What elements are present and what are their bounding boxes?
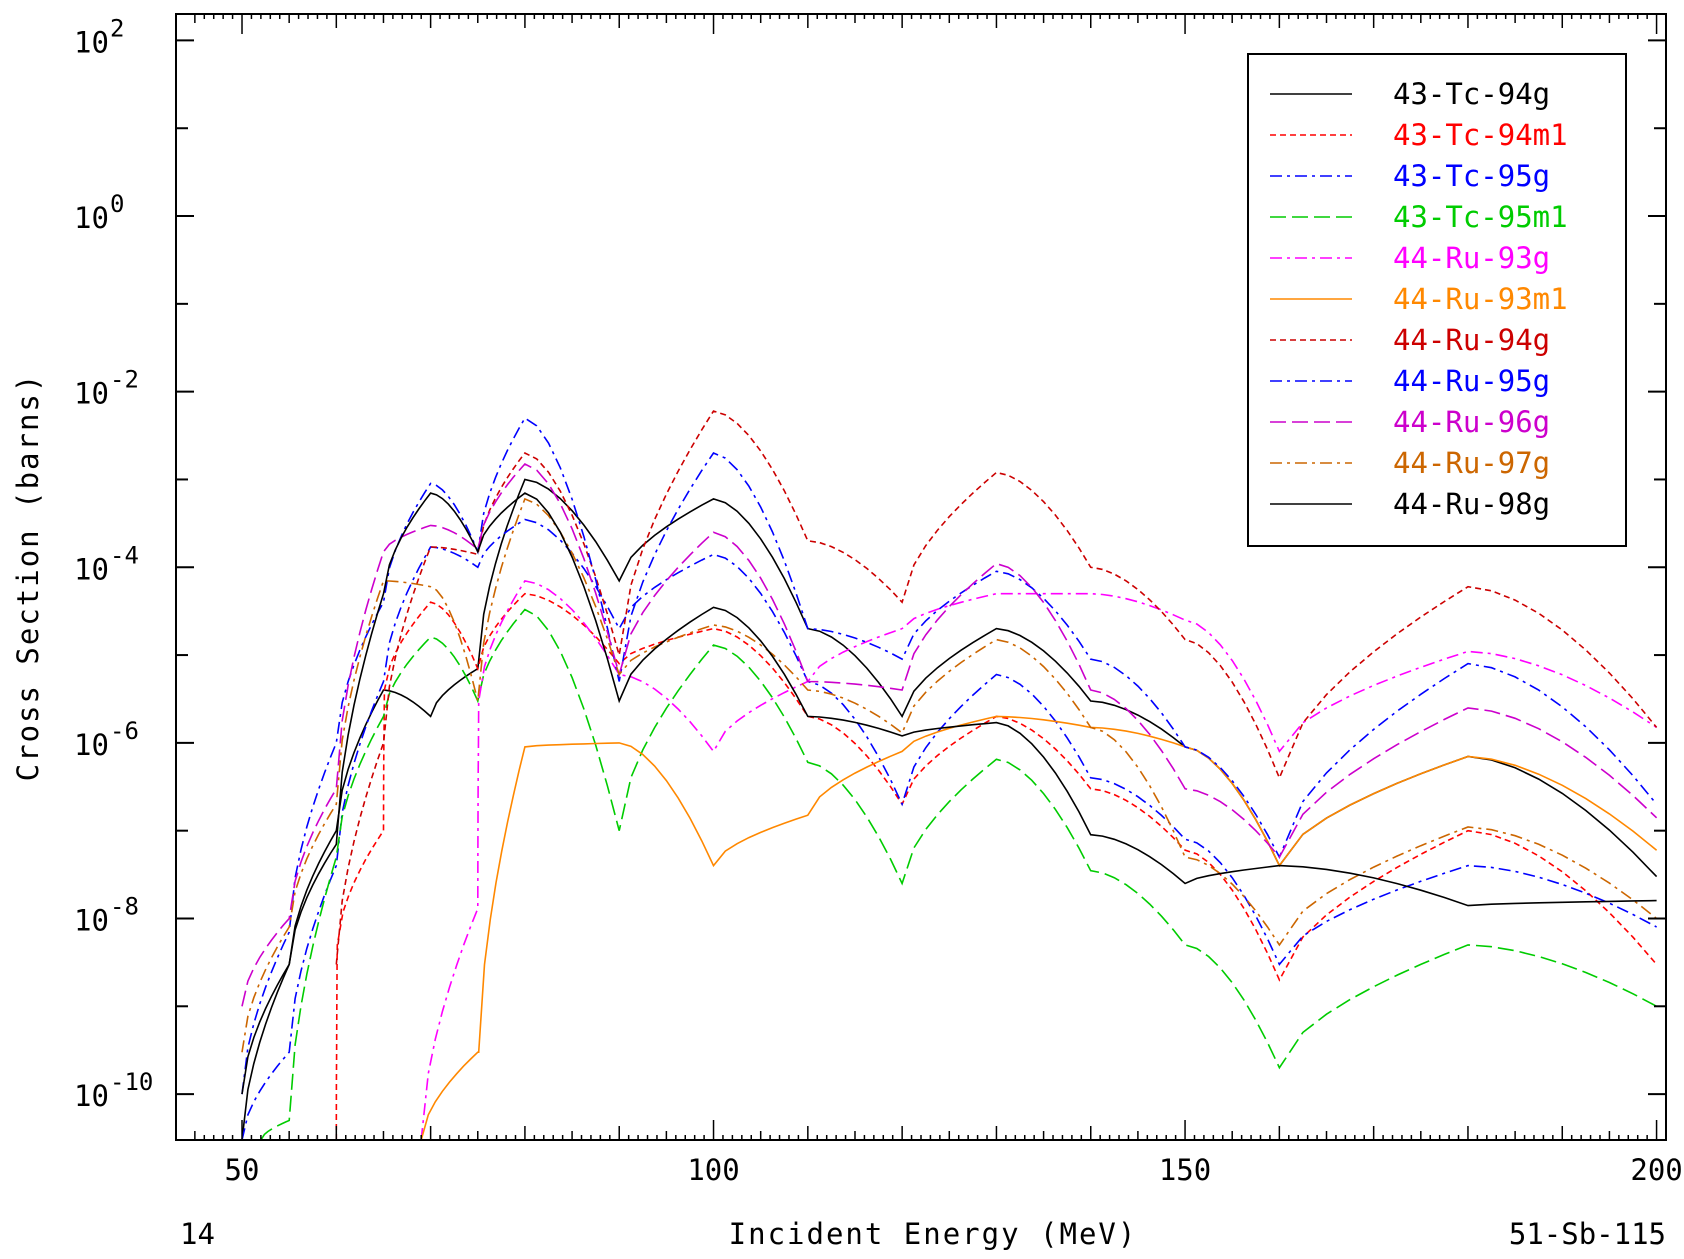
y-tick-label-base: 10: [74, 25, 109, 59]
legend-box: [1247, 53, 1627, 547]
y-tick-label-exponent: -2: [110, 366, 139, 394]
series-line-44-Ru-95g: [241, 416, 1658, 1095]
series-line-44-Ru-98g: [241, 492, 1657, 1095]
y-tick-label-exponent: -6: [110, 717, 139, 745]
series-line-44-Ru-93m1: [420, 715, 1658, 1140]
series-line-43-Tc-95m1: [260, 608, 1657, 1140]
y-tick-label-base: 10: [74, 552, 109, 586]
legend-label: 44-Ru-96g: [1393, 405, 1550, 439]
y-tick-label-exponent: -8: [110, 892, 139, 920]
y-tick-label-exponent: 2: [110, 14, 124, 42]
legend-label: 44-Ru-93m1: [1393, 282, 1568, 316]
legend-label: 43-Tc-94g: [1393, 77, 1550, 111]
y-tick-label-base: 10: [74, 1079, 109, 1113]
footer-right-label: 51-Sb-115: [1509, 1217, 1666, 1251]
y-tick-label: 10 -8: [74, 892, 139, 937]
legend-label: 44-Ru-97g: [1393, 446, 1550, 480]
y-tick-label-base: 10: [74, 201, 109, 235]
y-tick-label-exponent: 0: [110, 190, 124, 218]
y-tick-label: 10 -2: [74, 366, 139, 411]
y-tick-label-exponent: -4: [110, 541, 139, 569]
series-line-43-Tc-94g: [241, 478, 1658, 1140]
x-tick-label: 50: [225, 1153, 260, 1187]
series-line-44-Ru-93g: [420, 579, 1658, 1140]
series-line-43-Tc-95g: [241, 518, 1657, 1140]
x-axis-ticks: 50 100 150 200: [194, 14, 1683, 1187]
x-axis-label: Incident Energy (MeV): [729, 1217, 1138, 1251]
series-line-43-Tc-94m1: [335, 592, 1658, 1140]
legend-label: 44-Ru-95g: [1393, 364, 1550, 398]
legend-label: 43-Tc-95m1: [1393, 200, 1568, 234]
legend-label: 44-Ru-93g: [1393, 241, 1550, 275]
x-tick-label: 150: [1159, 1153, 1211, 1187]
legend-label: 44-Ru-98g: [1393, 487, 1550, 521]
x-tick-label: 200: [1630, 1153, 1682, 1187]
y-axis-label: Cross Section (barns): [11, 373, 45, 782]
legend-label: 43-Tc-94m1: [1393, 118, 1568, 152]
y-tick-label: 10 -4: [74, 541, 139, 586]
series-line-44-Ru-94g: [335, 410, 1658, 965]
y-tick-label-base: 10: [74, 903, 109, 937]
y-tick-label-exponent: -10: [110, 1068, 153, 1096]
y-tick-label: 10 -6: [74, 717, 139, 762]
series-line-44-Ru-96g: [241, 463, 1658, 1007]
y-tick-label: 10 2: [74, 14, 124, 59]
y-tick-label: 10 0: [74, 190, 124, 235]
series-line-44-Ru-97g: [241, 497, 1658, 1053]
x-tick-label: 100: [687, 1153, 739, 1187]
footer-left-label: 14: [180, 1217, 215, 1251]
plot-area: [241, 410, 1658, 1140]
y-tick-label-base: 10: [74, 728, 109, 762]
y-tick-label: 10 -10: [74, 1068, 153, 1113]
y-tick-label-base: 10: [74, 377, 109, 411]
legend: 43-Tc-94g 43-Tc-94m1 43-Tc-95g 43-Tc-95m1 44…: [1247, 53, 1627, 547]
legend-label: 43-Tc-95g: [1393, 159, 1550, 193]
legend-label: 44-Ru-94g: [1393, 323, 1550, 357]
